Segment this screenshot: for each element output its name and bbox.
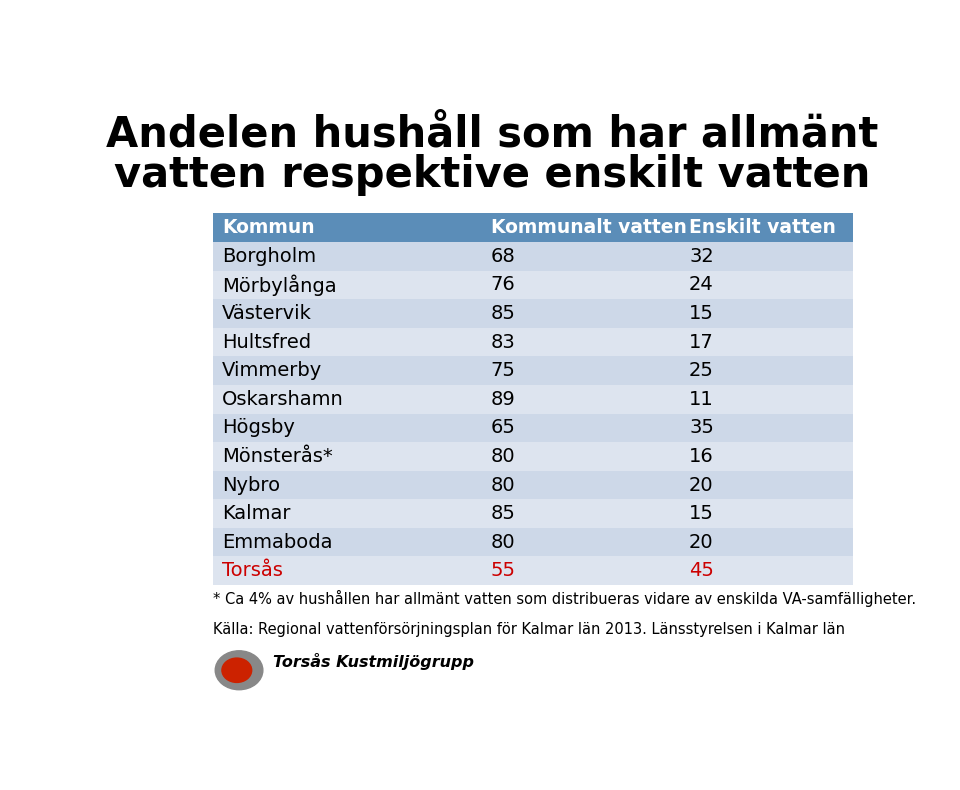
Text: vatten respektive enskilt vatten: vatten respektive enskilt vatten xyxy=(114,154,870,196)
Bar xyxy=(482,556,680,585)
Bar xyxy=(213,471,482,499)
Bar xyxy=(213,213,482,242)
Text: Kommun: Kommun xyxy=(222,218,315,237)
Bar xyxy=(482,356,680,385)
Bar xyxy=(213,385,482,413)
Text: 85: 85 xyxy=(491,304,516,323)
Bar xyxy=(680,471,852,499)
Bar xyxy=(680,413,852,442)
Text: 35: 35 xyxy=(689,419,714,438)
Text: Kommunalt vatten: Kommunalt vatten xyxy=(491,218,686,237)
Bar xyxy=(482,385,680,413)
Text: Vimmerby: Vimmerby xyxy=(222,361,323,380)
Bar xyxy=(213,442,482,471)
Bar xyxy=(680,242,852,271)
Text: 20: 20 xyxy=(689,532,713,551)
Bar xyxy=(680,328,852,356)
Bar xyxy=(482,528,680,556)
Text: Mönsterås*: Mönsterås* xyxy=(222,447,333,466)
Text: 17: 17 xyxy=(689,333,714,352)
Circle shape xyxy=(215,651,263,690)
Bar xyxy=(213,271,482,299)
Text: Hultsfred: Hultsfred xyxy=(222,333,311,352)
Bar xyxy=(482,413,680,442)
Text: 32: 32 xyxy=(689,246,714,265)
Text: Kalmar: Kalmar xyxy=(222,504,291,523)
Bar xyxy=(482,242,680,271)
Text: 20: 20 xyxy=(689,476,713,495)
Text: 68: 68 xyxy=(491,246,516,265)
Circle shape xyxy=(222,658,252,683)
Bar xyxy=(213,413,482,442)
Text: 80: 80 xyxy=(491,476,516,495)
Bar xyxy=(680,442,852,471)
Bar xyxy=(482,499,680,528)
Bar xyxy=(482,471,680,499)
Text: 15: 15 xyxy=(689,504,714,523)
Text: 16: 16 xyxy=(689,447,714,466)
Bar xyxy=(482,271,680,299)
Text: Enskilt vatten: Enskilt vatten xyxy=(689,218,836,237)
Text: 15: 15 xyxy=(689,304,714,323)
Bar xyxy=(213,242,482,271)
Text: 55: 55 xyxy=(491,561,516,581)
Text: Emmaboda: Emmaboda xyxy=(222,532,332,551)
Text: 24: 24 xyxy=(689,276,714,295)
Text: 65: 65 xyxy=(491,419,516,438)
Text: 75: 75 xyxy=(491,361,516,380)
Bar xyxy=(680,271,852,299)
Text: 76: 76 xyxy=(491,276,516,295)
Text: Torsås Kustmiljögrupp: Torsås Kustmiljögrupp xyxy=(273,653,473,670)
Text: Högsby: Högsby xyxy=(222,419,295,438)
Bar xyxy=(482,328,680,356)
Bar xyxy=(213,328,482,356)
Text: 80: 80 xyxy=(491,532,516,551)
Text: Mörbylånga: Mörbylånga xyxy=(222,274,337,295)
Bar xyxy=(680,528,852,556)
Text: Andelen hushåll som har allmänt: Andelen hushåll som har allmänt xyxy=(106,113,878,156)
Text: Torsås: Torsås xyxy=(222,561,283,581)
Bar xyxy=(482,213,680,242)
Bar xyxy=(213,356,482,385)
Text: Oskarshamn: Oskarshamn xyxy=(222,389,344,408)
Text: 25: 25 xyxy=(689,361,714,380)
Text: 89: 89 xyxy=(491,389,516,408)
Text: 85: 85 xyxy=(491,504,516,523)
Bar xyxy=(680,356,852,385)
Text: Västervik: Västervik xyxy=(222,304,312,323)
Text: Källa: Regional vattenförsörjningsplan för Kalmar län 2013. Länsstyrelsen i Kalm: Källa: Regional vattenförsörjningsplan f… xyxy=(213,622,845,637)
Bar xyxy=(482,299,680,328)
Text: Nybro: Nybro xyxy=(222,476,280,495)
Text: 80: 80 xyxy=(491,447,516,466)
Text: Borgholm: Borgholm xyxy=(222,246,316,265)
Text: 45: 45 xyxy=(689,561,714,581)
Bar xyxy=(680,299,852,328)
Bar xyxy=(213,299,482,328)
Bar xyxy=(213,556,482,585)
Text: 83: 83 xyxy=(491,333,516,352)
Bar xyxy=(482,442,680,471)
Bar xyxy=(680,385,852,413)
Bar xyxy=(213,528,482,556)
Text: 11: 11 xyxy=(689,389,714,408)
Bar xyxy=(213,499,482,528)
Bar xyxy=(680,556,852,585)
Bar xyxy=(680,213,852,242)
Text: * Ca 4% av hushållen har allmänt vatten som distribueras vidare av enskilda VA-s: * Ca 4% av hushållen har allmänt vatten … xyxy=(213,590,916,607)
Bar xyxy=(680,499,852,528)
